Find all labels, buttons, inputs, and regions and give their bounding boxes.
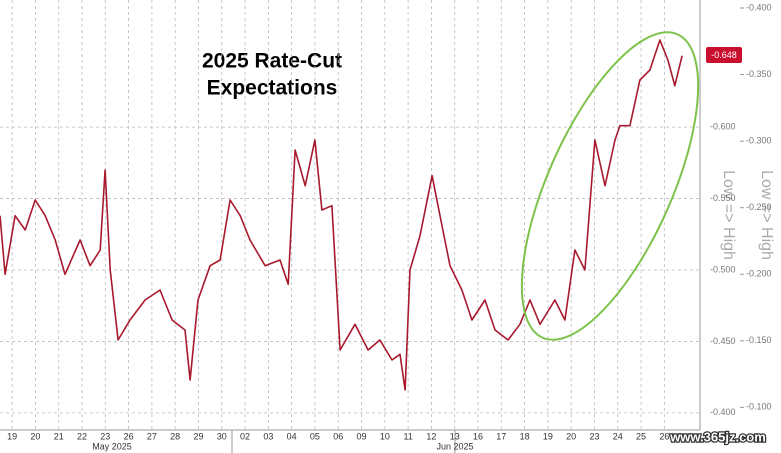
y-axis-label: Low => High	[720, 170, 737, 260]
watermark: www.365jz.com	[669, 429, 766, 444]
x-tick-label: 05	[310, 431, 320, 441]
x-tick-label: 20	[566, 431, 576, 441]
x-tick-label: 04	[287, 431, 297, 441]
y2-tick-label: -0.200	[746, 269, 772, 279]
x-tick-label: 06	[333, 431, 343, 441]
y2-tick-label: -0.150	[746, 335, 772, 345]
x-tick-label: 13	[450, 431, 460, 441]
month-label: Jun 2025	[436, 441, 473, 451]
y-tick-label: -0.400	[710, 407, 736, 417]
highlight-ellipse	[520, 31, 700, 341]
x-tick-label: 17	[496, 431, 506, 441]
x-tick-label: 19	[7, 431, 17, 441]
y-tick-label: -0.450	[710, 336, 736, 346]
y-tick-label: -0.550	[710, 193, 736, 203]
current-value-badge	[706, 47, 742, 63]
x-tick-label: 19	[543, 431, 553, 441]
x-tick-label: 16	[473, 431, 483, 441]
x-tick-label: 03	[263, 431, 273, 441]
x-tick-label: 09	[357, 431, 367, 441]
x-tick-label: 21	[54, 431, 64, 441]
x-tick-label: 27	[147, 431, 157, 441]
x-tick-label: 24	[613, 431, 623, 441]
x-tick-label: 30	[217, 431, 227, 441]
x-tick-label: 22	[77, 431, 87, 441]
y2-tick-label: -0.350	[746, 69, 772, 79]
chart-subtitle: Expectations	[207, 77, 338, 100]
current-value-label: -0.648	[711, 50, 737, 60]
x-tick-label: 18	[520, 431, 530, 441]
x-tick-label: 26	[124, 431, 134, 441]
y-tick-label: -0.500	[710, 264, 736, 274]
marks: -0.600 -0.550 -0.500 -0.450 -0.400 -0.400 -0.3…	[0, 0, 772, 441]
x-tick-label: 25	[636, 431, 646, 441]
y2-tick-label: -0.300	[746, 135, 772, 145]
x-tick-label: 20	[30, 431, 40, 441]
x-tick-label: 29	[193, 431, 203, 441]
y2-axis-label: Low => High	[758, 170, 775, 260]
x-tick-label: 02	[240, 431, 250, 441]
y2-tick-label: -0.400	[746, 2, 772, 12]
month-label: May 2025	[92, 441, 132, 451]
x-tick-label: 23	[100, 431, 110, 441]
x-tick-label: 26	[659, 431, 669, 441]
y2-tick-label: -0.250	[746, 202, 772, 212]
x-tick-label: 11	[403, 431, 412, 441]
chart-title: 2025 Rate-Cut	[202, 50, 342, 73]
x-tick-label: 12	[426, 431, 436, 441]
line-series	[0, 39, 683, 391]
x-tick-label: 28	[170, 431, 180, 441]
x-tick-label: 23	[589, 431, 599, 441]
y-tick-label: -0.600	[710, 122, 736, 132]
y2-tick-label: -0.100	[746, 402, 772, 412]
x-tick-label: 10	[380, 431, 390, 441]
